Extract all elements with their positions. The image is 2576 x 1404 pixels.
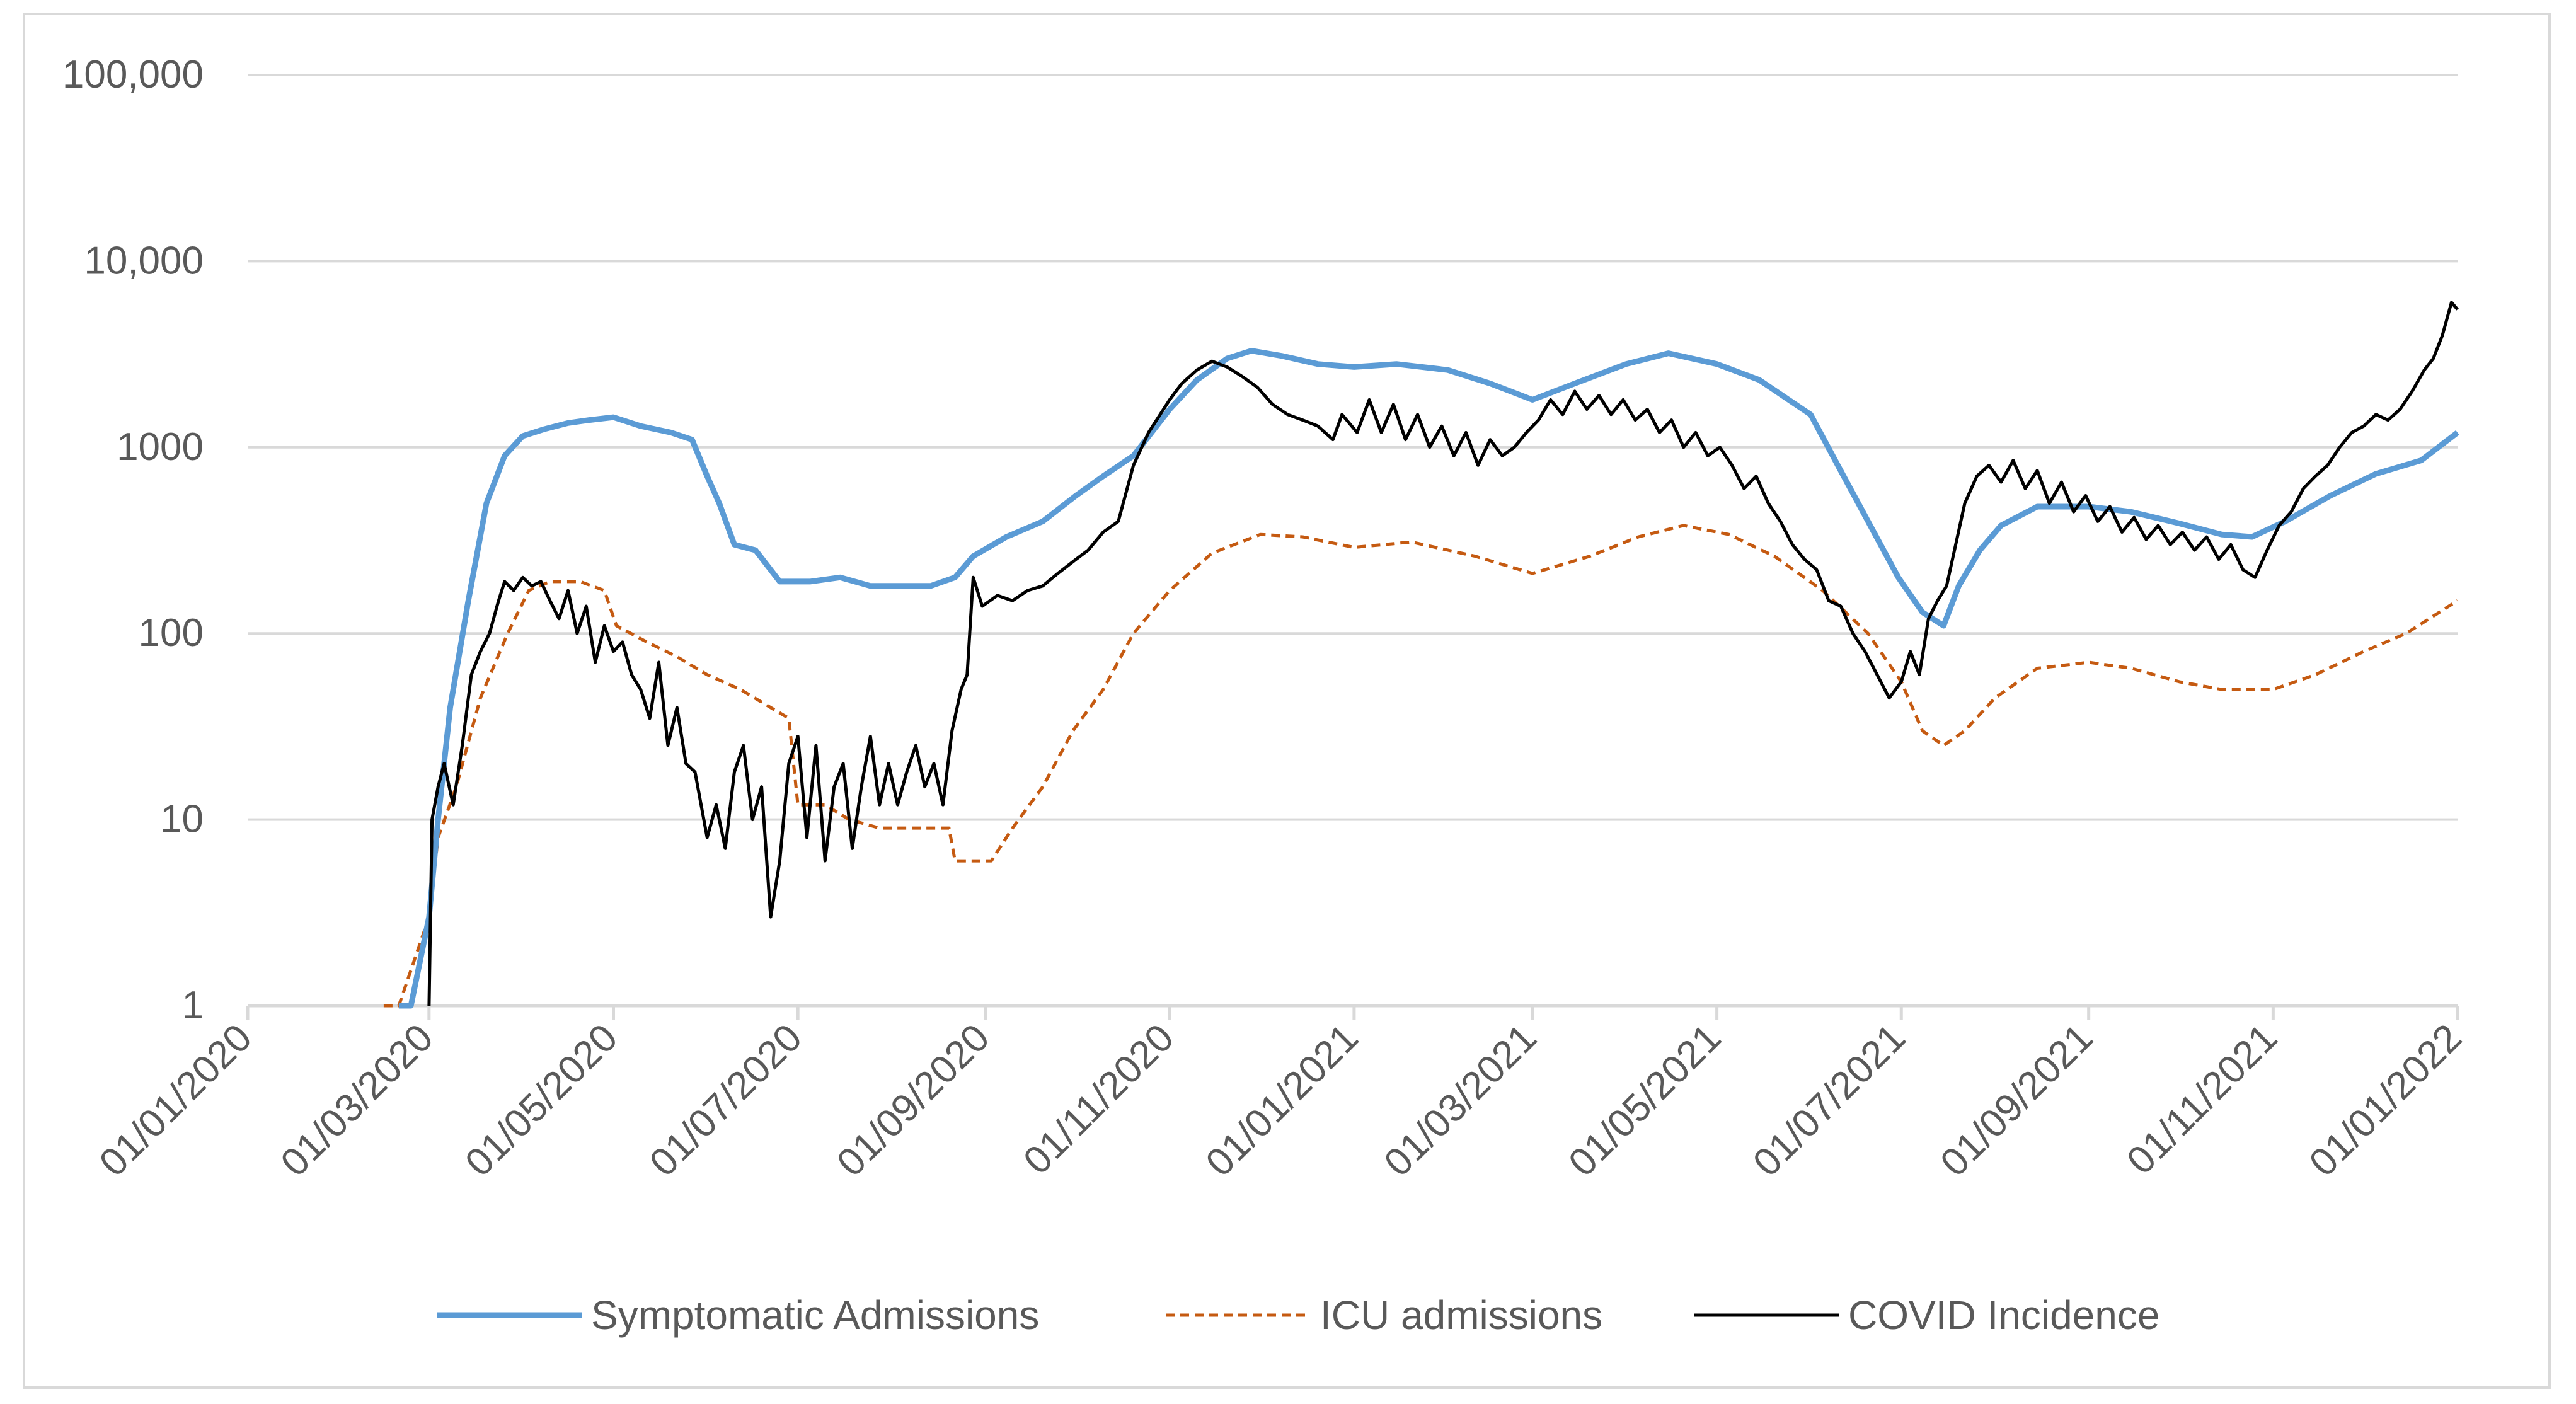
x-tick-label: 01/05/2021 bbox=[1560, 1016, 1729, 1185]
series-line-icu-admissions bbox=[383, 524, 2459, 1008]
series-line-covid-incidence bbox=[427, 301, 2459, 1006]
x-axis-tick-labels: 01/01/2020 01/03/2020 01/05/2020 01/07/2020… bbox=[91, 1016, 2470, 1185]
x-tick-label: 01/03/2021 bbox=[1376, 1016, 1545, 1185]
y-tick-label: 1 bbox=[182, 984, 204, 1027]
legend-label: COVID Incidence bbox=[1848, 1292, 2159, 1338]
x-tick-label: 01/11/2020 bbox=[1015, 1016, 1182, 1183]
x-tick-label: 01/07/2020 bbox=[641, 1016, 810, 1185]
x-tick-label: 01/07/2021 bbox=[1745, 1016, 1914, 1185]
series-line-symptomatic-admissions bbox=[398, 348, 2459, 1009]
x-tick-label: 01/01/2021 bbox=[1198, 1016, 1367, 1185]
gridlines bbox=[248, 74, 2458, 821]
y-tick-label: 1000 bbox=[117, 425, 204, 469]
y-tick-label: 10,000 bbox=[84, 239, 204, 282]
y-tick-label: 100,000 bbox=[62, 53, 204, 96]
series-lines bbox=[383, 301, 2459, 1009]
x-tick-label: 01/05/2020 bbox=[457, 1016, 626, 1185]
x-tick-label: 01/09/2021 bbox=[1932, 1016, 2101, 1185]
y-tick-label: 10 bbox=[160, 798, 204, 841]
x-tick-label: 01/01/2020 bbox=[91, 1016, 260, 1185]
y-axis-tick-labels: 1 10 100 1000 10,000 100,000 bbox=[62, 53, 204, 1027]
x-tick-label: 01/09/2020 bbox=[829, 1016, 998, 1185]
legend-label: ICU admissions bbox=[1320, 1292, 1602, 1338]
legend-label: Symptomatic Admissions bbox=[591, 1292, 1039, 1338]
x-tick-label: 01/03/2020 bbox=[273, 1016, 442, 1185]
x-axis bbox=[246, 1004, 2459, 1020]
x-tick-label: 01/11/2021 bbox=[2119, 1016, 2286, 1183]
legend: Symptomatic Admissions ICU admissions COVI… bbox=[437, 1292, 2159, 1338]
chart-frame: 1 10 100 1000 10,000 100,000 01/01/2020 01/03/… bbox=[23, 13, 2551, 1389]
y-tick-label: 100 bbox=[139, 611, 204, 655]
x-tick-label: 01/01/2022 bbox=[2301, 1016, 2470, 1185]
